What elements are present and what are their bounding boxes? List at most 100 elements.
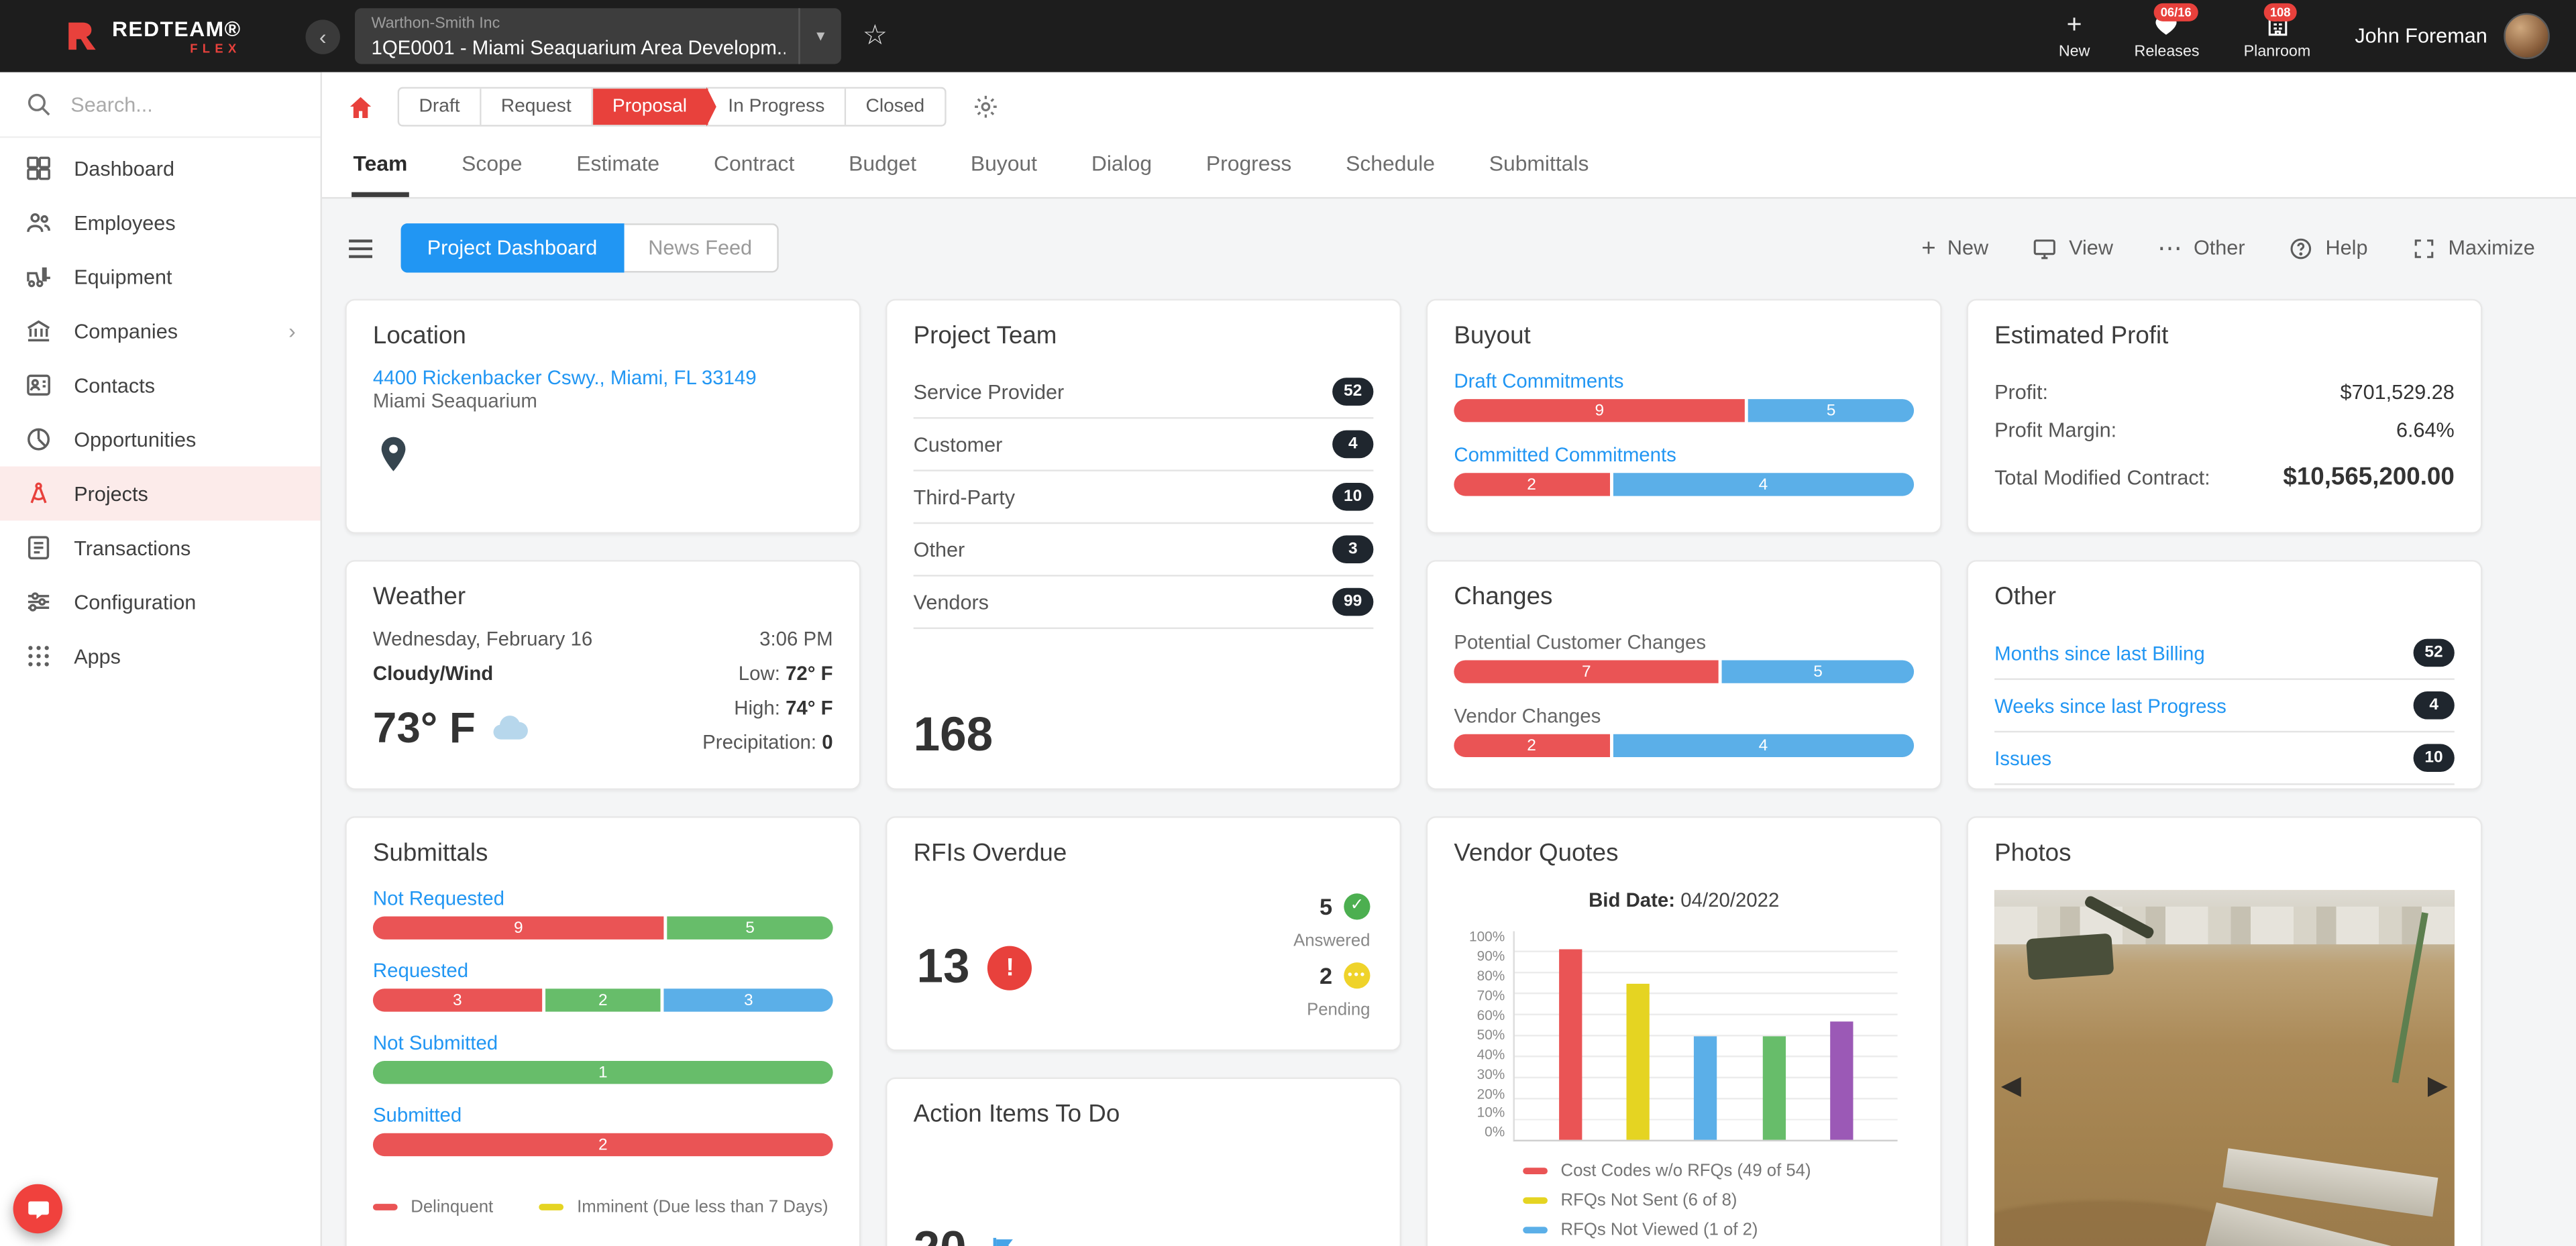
committed-commitments-link[interactable]: Committed Commitments [1454,443,1676,467]
menu-icon[interactable] [345,233,376,264]
sidebar-item-configuration[interactable]: Configuration [0,575,321,629]
help-button[interactable]: Help [2290,235,2368,260]
project-selector[interactable]: Warthon-Smith Inc 1QE0001 - Miami Seaqua… [354,8,841,64]
bar-segment: 2 [1454,734,1609,757]
draft-commitments-link[interactable]: Draft Commitments [1454,370,1624,393]
redteam-logo[interactable]: REDTEAM® FLEX [0,17,306,54]
sidebar-item-projects[interactable]: Projects [0,466,321,521]
other-card: Other Months since last Billing 52 Weeks… [1966,560,2483,790]
brand-text: REDTEAM® FLEX [112,17,241,54]
status-tab-in-progress[interactable]: In Progress [708,89,847,125]
new-widget-button[interactable]: + New [1921,235,1988,260]
months-since-billing-link[interactable]: Months since last Billing [1994,641,2205,665]
sidebar-item-label: Contacts [74,374,156,397]
card-title: Weather [372,583,466,612]
sidebar-item-dashboard[interactable]: Dashboard [0,141,321,196]
chat-launcher-button[interactable] [13,1184,63,1234]
sidebar-item-companies[interactable]: Companies › [0,304,321,358]
issues-link[interactable]: Issues [1994,746,2052,770]
status-tab-proposal[interactable]: Proposal [592,89,708,125]
chart-y-axis: 100% 90% 80% 70% 60% 50% 40% 30% 20% 10% [1469,927,1505,1141]
count-badge: 99 [1332,587,1374,616]
count-badge: 52 [2413,638,2455,667]
chart-plot-area [1513,931,1898,1142]
requested-link[interactable]: Requested [372,959,469,982]
apps-icon [25,642,53,671]
team-row[interactable]: Third-Party 10 [913,471,1374,524]
weather-condition: Cloudy/Wind [372,661,494,685]
team-total: 168 [913,709,994,762]
tab-budget[interactable]: Budget [849,151,917,176]
chart-bar [1762,1035,1786,1140]
weather-high: High: 74° F [734,696,833,720]
profit-row: Profit: $701,529.28 [1994,381,2455,404]
search-icon [25,91,53,119]
view-button[interactable]: View [2033,235,2113,260]
tab-schedule[interactable]: Schedule [1346,151,1435,176]
weeks-since-progress-link[interactable]: Weeks since last Progress [1994,693,2226,717]
legend-swatch [1523,1168,1548,1175]
planroom-button[interactable]: 108 Planroom [2244,2,2310,60]
sidebar-collapse-button[interactable]: ‹ [305,19,340,54]
photo-next-button[interactable]: ▶ [2424,1071,2451,1104]
sidebar-item-opportunities[interactable]: Opportunities [0,412,321,467]
chart-bar [1829,1021,1853,1140]
tab-dialog[interactable]: Dialog [1091,151,1152,176]
chart-bar [1695,1035,1718,1140]
sidebar-item-equipment[interactable]: Equipment [0,249,321,304]
count-badge: 4 [1332,430,1374,459]
submittals-row: Submitted 2 [372,1100,833,1157]
news-feed-button[interactable]: News Feed [623,223,779,273]
top-bar: REDTEAM® FLEX ‹ Warthon-Smith Inc 1QE000… [0,0,2576,72]
user-menu[interactable]: John Foreman [2355,13,2550,60]
map-pin-icon[interactable] [373,434,414,475]
tab-progress[interactable]: Progress [1205,151,1292,176]
favorite-star-icon[interactable]: ☆ [863,19,888,52]
team-row[interactable]: Service Provider 52 [913,366,1374,419]
tab-scope[interactable]: Scope [462,151,523,176]
card-title: Location [372,322,466,350]
weather-precipitation: Precipitation: 0 [702,730,833,754]
sidebar-item-apps[interactable]: Apps [0,629,321,683]
photo-prev-button[interactable]: ◀ [1998,1071,2025,1104]
tab-buyout[interactable]: Buyout [970,151,1038,176]
not-requested-link[interactable]: Not Requested [372,887,504,910]
search-input[interactable] [70,93,296,116]
rfis-answered: 5 ✓ [1320,893,1371,919]
construction-photo [1994,890,2455,1246]
not-submitted-link[interactable]: Not Submitted [372,1031,498,1055]
team-row[interactable]: Vendors 99 [913,577,1374,629]
project-dashboard-button[interactable]: Project Dashboard [400,223,624,273]
sidebar-item-transactions[interactable]: Transactions [0,520,321,575]
other-button[interactable]: ⋯ Other [2157,235,2245,260]
team-row[interactable]: Other 3 [913,524,1374,577]
gear-icon[interactable] [972,94,998,120]
sidebar-item-employees[interactable]: Employees [0,195,321,249]
status-tab-request[interactable]: Request [481,89,593,125]
tab-estimate[interactable]: Estimate [576,151,660,176]
action-items-card: Action Items To Do 20 [885,1077,1401,1246]
count-badge: 3 [1332,535,1374,564]
submitted-link[interactable]: Submitted [372,1103,462,1127]
bar-segment: 3 [372,988,542,1012]
team-row[interactable]: Customer 4 [913,418,1374,471]
avatar[interactable] [2504,13,2550,60]
tab-team[interactable]: Team [352,136,409,197]
sidebar-item-contacts[interactable]: Contacts [0,358,321,412]
brand-sub: FLEX [190,40,241,56]
project-team-card: Project Team Service Provider 52 Custome… [885,298,1401,790]
location-address-link[interactable]: 4400 Rickenbacker Cswy., Miami, FL 33149 [372,366,757,390]
tab-contract[interactable]: Contract [713,151,795,176]
status-tab-closed[interactable]: Closed [846,89,945,125]
card-title: Submittals [372,839,488,868]
bar-segment: 2 [545,988,661,1012]
sidebar-item-label: Employees [74,211,176,234]
home-icon[interactable] [347,93,375,121]
tab-submittals[interactable]: Submittals [1489,151,1589,176]
bar-segment: 3 [663,988,833,1012]
status-tab-draft[interactable]: Draft [399,89,482,125]
new-button[interactable]: + New [2059,11,2090,60]
sidebar-search[interactable] [0,72,321,138]
maximize-button[interactable]: Maximize [2412,235,2535,260]
releases-button[interactable]: 06/16 Releases [2135,2,2200,60]
